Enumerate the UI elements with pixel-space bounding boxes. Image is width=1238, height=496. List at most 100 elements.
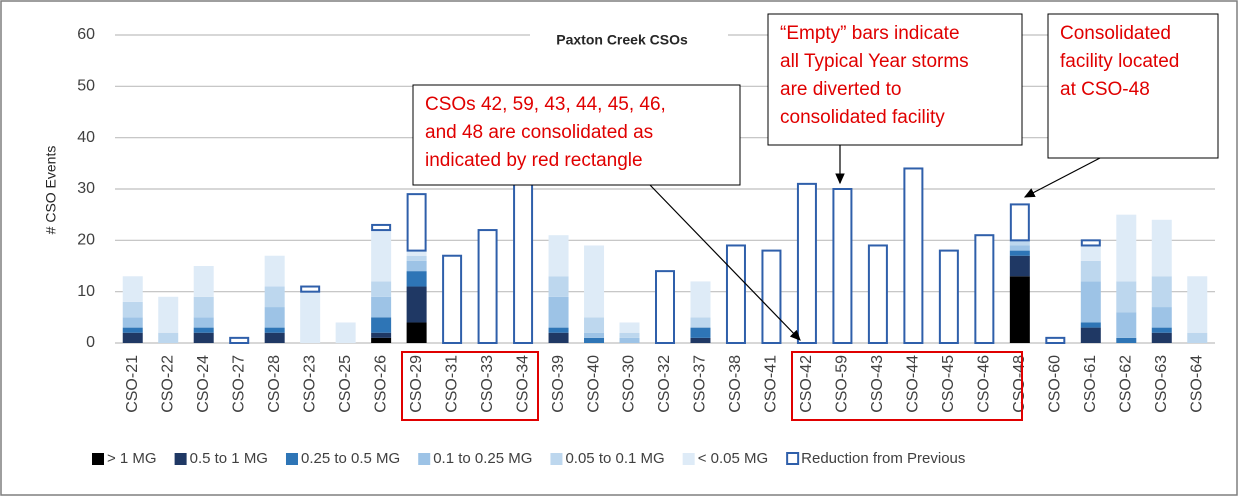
bar-segment [264, 327, 285, 333]
annotation-box [1047, 13, 1219, 159]
bar-segment [229, 336, 250, 345]
bar-segment [690, 327, 711, 338]
y-tick-label: 50 [77, 78, 95, 95]
x-tick-label: CSO-44 [905, 355, 922, 413]
bar-segment [548, 327, 569, 333]
y-tick-label: 20 [77, 232, 95, 249]
bar-segment [264, 307, 285, 328]
bar-segment [974, 234, 995, 344]
x-tick-label: CSO-25 [337, 355, 354, 413]
bar-segment [406, 271, 427, 287]
y-tick-label: 0 [86, 334, 95, 351]
annotation-text: all Typical Year storms [780, 51, 969, 72]
bar-segment [1187, 276, 1208, 333]
bar-segment [158, 332, 179, 343]
annotation-text: consolidated facility [780, 107, 945, 128]
legend-label: 0.25 to 0.5 MG [301, 450, 400, 467]
annotation-text: “Empty” bars indicate [780, 23, 960, 44]
bar-segment [264, 255, 285, 287]
bar-segment [1080, 281, 1101, 323]
bar-segment [1151, 219, 1172, 277]
x-tick-label: CSO-27 [230, 355, 247, 413]
annotation-arrow [649, 184, 801, 341]
bar-segment [300, 285, 321, 293]
bar-segment [1009, 203, 1030, 242]
x-tick-label: CSO-63 [1153, 355, 1170, 413]
x-tick-label: CSO-42 [798, 355, 815, 413]
bar-segment [1009, 245, 1030, 251]
bar-segment [584, 337, 605, 343]
x-tick-label: CSO-38 [727, 355, 744, 413]
bar-segment [122, 327, 143, 333]
bar-segment [193, 327, 214, 333]
legend-label: Reduction from Previous [801, 450, 965, 467]
bar-segment [584, 245, 605, 318]
bar-segment [300, 291, 321, 343]
x-tick-label: CSO-48 [1011, 355, 1028, 413]
y-tick-label: 10 [77, 283, 95, 300]
y-tick-label: 30 [77, 180, 95, 197]
bar-segment [1151, 276, 1172, 308]
bar-segment [371, 230, 392, 282]
annotation-text: facility located [1060, 51, 1179, 72]
bar-segment [264, 286, 285, 308]
bar-segment [1009, 250, 1030, 256]
bar-segment [548, 296, 569, 328]
bar-segment [158, 296, 179, 333]
annotation-arrow [1023, 157, 1101, 198]
x-tick-label: CSO-40 [585, 355, 602, 413]
bar-segment [122, 317, 143, 328]
bar-segment [122, 301, 143, 318]
x-tick-label: CSO-41 [763, 355, 780, 413]
bar-segment [371, 296, 392, 318]
bar-segment [335, 322, 356, 343]
bar-segment [406, 193, 427, 252]
bar-segment [1080, 327, 1101, 343]
bar-segment [406, 286, 427, 323]
legend-label: < 0.05 MG [698, 450, 768, 467]
bar-segment [690, 337, 711, 343]
x-tick-label: CSO-43 [869, 355, 886, 413]
legend-label: 0.05 to 0.1 MG [565, 450, 664, 467]
bar-segment [619, 322, 640, 333]
annotation-text: and 48 are consolidated as [425, 122, 653, 143]
annotation-text: at CSO-48 [1060, 79, 1150, 100]
x-tick-label: CSO-64 [1188, 355, 1205, 413]
annotation-box [767, 13, 1023, 146]
x-tick-label: CSO-32 [656, 355, 673, 413]
bar-segment [548, 332, 569, 343]
bar-segment [1045, 336, 1066, 345]
x-tick-label: CSO-34 [514, 355, 531, 413]
x-tick-label: CSO-59 [834, 355, 851, 413]
legend-swatch [285, 453, 298, 465]
bar-segment [1080, 322, 1101, 328]
bar-segment [371, 281, 392, 297]
x-tick-label: CSO-24 [195, 355, 212, 413]
bar-segment [1080, 239, 1101, 247]
x-tick-label: CSO-26 [372, 355, 389, 413]
bar-segment [406, 260, 427, 272]
bar-segment [371, 332, 392, 338]
bar-segment [1080, 260, 1101, 282]
y-axis-label: # CSO Events [43, 146, 59, 235]
bar-segment [477, 229, 498, 344]
x-tick-label: CSO-46 [976, 355, 993, 413]
bar-segment [1151, 307, 1172, 328]
bar-segment [761, 249, 782, 345]
bar-segment [371, 223, 392, 232]
legend-swatch [682, 453, 695, 465]
bar-segment [619, 337, 640, 343]
bar-segment [690, 281, 711, 318]
bar-segment [584, 317, 605, 333]
bars: CSO-21 CSO-22 CSO-24 CSO-27 CSO-28 CSO-23 CSO-… [122, 167, 1208, 413]
annotations: CSOs 42, 59, 43, 44, 45, 46, and 48 are c… [412, 13, 1219, 341]
x-tick-label: CSO-62 [1118, 355, 1135, 413]
bar-segment [193, 296, 214, 318]
annotation-text: are diverted to [780, 79, 901, 100]
bar-segment [1116, 281, 1137, 313]
bar-segment [122, 276, 143, 302]
bar-segment [1009, 255, 1030, 277]
bar-segment [903, 167, 924, 344]
annotation-text: Consolidated [1060, 23, 1171, 44]
